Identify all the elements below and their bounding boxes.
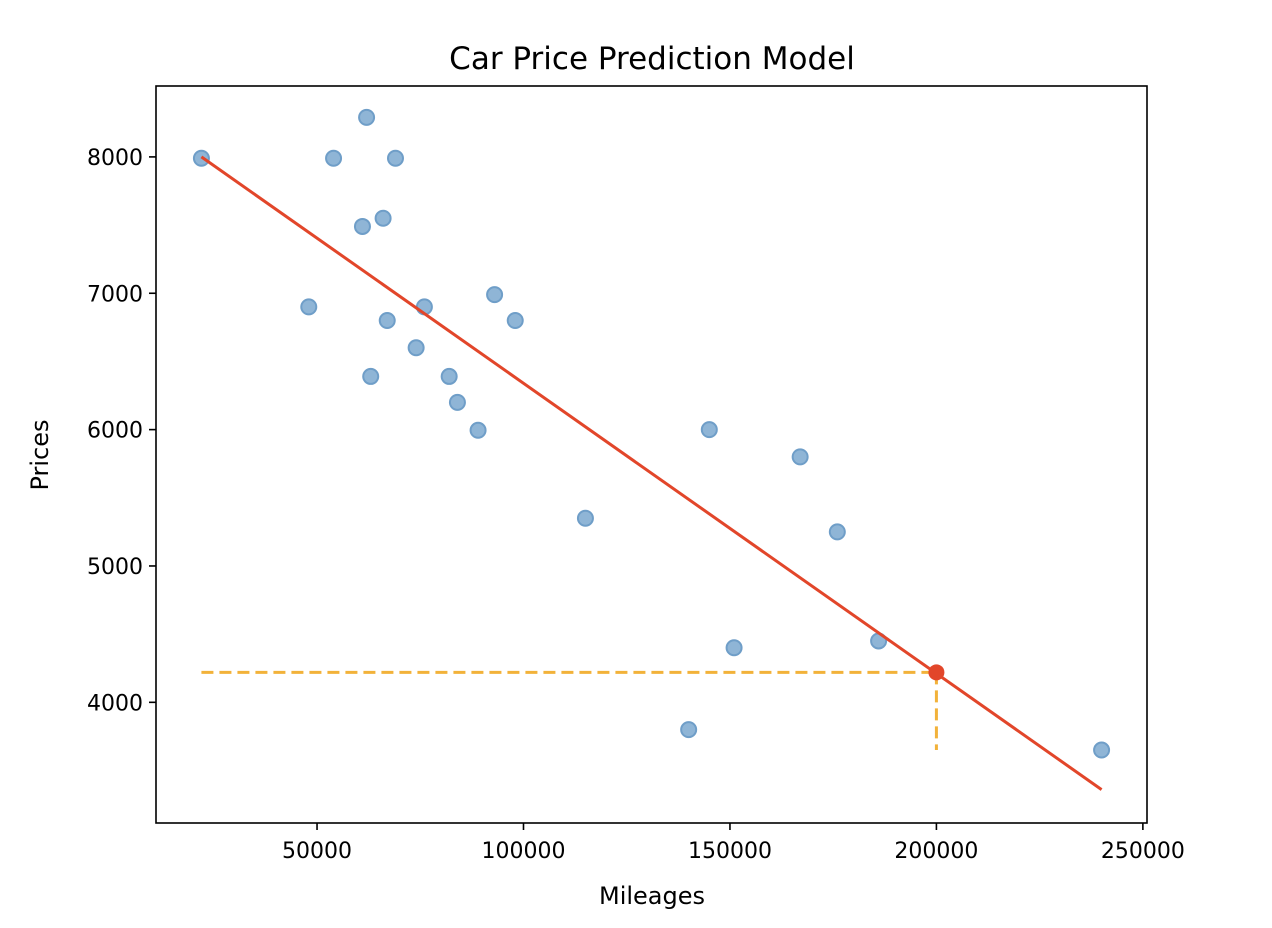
prediction-point (928, 664, 945, 681)
x-tick-label: 250000 (1101, 839, 1185, 864)
x-axis-ticks: 50000 100000 150000 200000 250000 (282, 823, 1185, 864)
x-tick-label: 200000 (894, 839, 978, 864)
y-axis-ticks: 4000 5000 6000 7000 8000 (87, 146, 156, 716)
x-tick-label: 150000 (688, 839, 772, 864)
data-point (407, 339, 425, 357)
y-tick-label: 7000 (87, 282, 143, 307)
data-point (362, 367, 380, 385)
regression-line-group (200, 155, 1103, 791)
data-point (791, 448, 809, 466)
data-point (506, 312, 524, 330)
data-point (680, 721, 698, 739)
data-point (353, 217, 371, 235)
x-tick-label: 100000 (482, 839, 566, 864)
data-point (1093, 741, 1111, 759)
data-point (700, 421, 718, 439)
y-tick-label: 5000 (87, 555, 143, 580)
prediction-guides (201, 670, 938, 751)
data-point (386, 149, 404, 167)
data-point (374, 209, 392, 227)
x-tick-label: 50000 (282, 839, 352, 864)
y-tick-label: 8000 (87, 146, 143, 171)
data-point (828, 523, 846, 541)
data-point (469, 421, 487, 439)
regression-line (200, 155, 1103, 791)
plot-frame (155, 85, 1148, 824)
data-point (440, 367, 458, 385)
data-point (486, 286, 504, 304)
data-point (725, 639, 743, 657)
data-point (448, 393, 466, 411)
y-tick-label: 4000 (87, 691, 143, 716)
x-axis-label: Mileages (599, 882, 705, 910)
data-points (192, 108, 1111, 759)
data-point (300, 298, 318, 316)
y-tick-label: 6000 (87, 419, 143, 444)
data-point (378, 312, 396, 330)
data-point (576, 509, 594, 527)
data-point (358, 108, 376, 126)
prediction-group (928, 664, 945, 681)
chart-title: Car Price Prediction Model (449, 41, 855, 77)
data-point (325, 149, 343, 167)
y-axis-label: Prices (26, 419, 54, 490)
